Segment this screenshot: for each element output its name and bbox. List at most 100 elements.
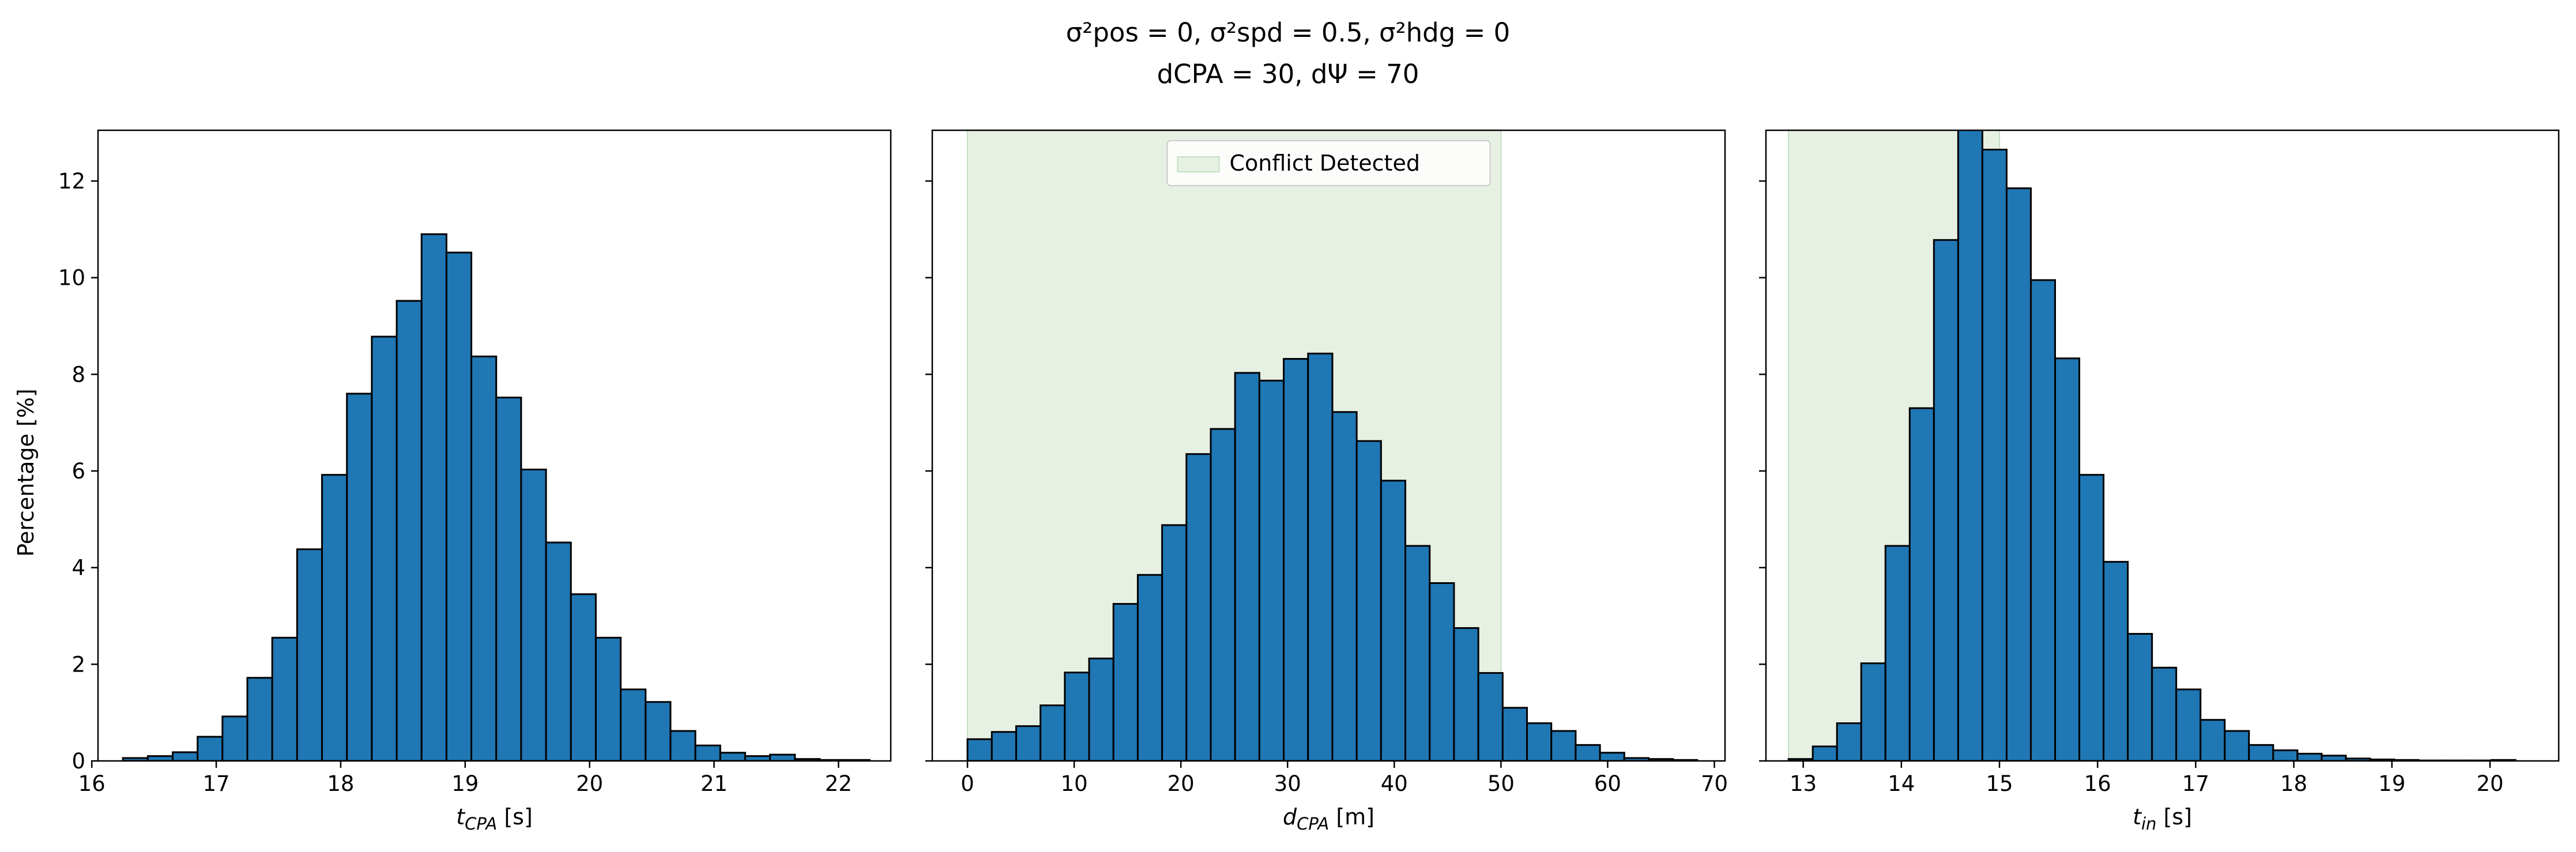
- histogram-bar: [2103, 561, 2129, 761]
- figure-title-line-2: dCPA = 30, dΨ = 70: [1157, 59, 1419, 89]
- x-tick-label: 18: [327, 771, 354, 796]
- histogram-bar: [1957, 130, 1983, 761]
- legend-box: [1166, 140, 1491, 186]
- x-tick-label: 19: [2378, 771, 2405, 796]
- x-tick-label: 50: [1487, 771, 1515, 796]
- y-tick-label: 10: [58, 266, 85, 291]
- y-tick-label: 12: [58, 169, 85, 194]
- histogram-bar: [1161, 524, 1188, 761]
- histogram-bar: [2296, 752, 2323, 761]
- histogram-bar: [1136, 574, 1163, 761]
- x-axis-label: tCPA [s]: [456, 804, 533, 834]
- histogram-bar: [1380, 480, 1407, 761]
- histogram-bar: [694, 744, 721, 761]
- histogram-bar: [1526, 722, 1553, 761]
- histogram-panel-dcpa: 0 10 20 30 40 50 60 70 dCPA [m] Conflict Detected: [925, 129, 1728, 834]
- x-tick-label: 40: [1381, 771, 1408, 796]
- y-tick-label: 6: [71, 459, 85, 484]
- axes-frame: [931, 129, 1726, 762]
- x-tick-label: 20: [576, 771, 603, 796]
- y-tick-label: 0: [71, 749, 85, 774]
- x-tick-label: 14: [1888, 771, 1915, 796]
- legend: Conflict Detected: [1166, 140, 1491, 186]
- histogram-bar: [1331, 411, 1358, 761]
- y-axis-label: Percentage [%]: [13, 389, 39, 557]
- x-tick-label: 22: [825, 771, 852, 796]
- histogram-bar: [420, 233, 447, 761]
- x-tick-label: 16: [2084, 771, 2111, 796]
- histogram-bar: [470, 355, 498, 761]
- histogram-panel-tin: 13 14 15 16 17 18 19 20 tin [s]: [1759, 129, 2560, 834]
- histogram-bar: [645, 701, 672, 761]
- y-tick-label: 4: [71, 556, 85, 580]
- histogram-bar: [221, 715, 248, 761]
- x-axis-label: dCPA [m]: [1283, 804, 1374, 834]
- histogram-bar: [669, 730, 696, 761]
- histogram-bar: [2078, 474, 2105, 761]
- histogram-bar: [2321, 755, 2347, 761]
- plot-area: [1787, 130, 2517, 761]
- histogram-bar: [1550, 730, 1577, 761]
- histogram-bar: [445, 251, 473, 761]
- histogram-bar: [991, 731, 1017, 761]
- histogram-bar: [1185, 453, 1212, 761]
- x-tick-label: 16: [78, 771, 106, 796]
- histogram-bar: [1453, 627, 1479, 761]
- plot-area: [122, 233, 871, 761]
- histogram-bar: [520, 468, 547, 761]
- histogram-bar: [744, 755, 771, 761]
- histogram-bar: [296, 548, 323, 761]
- histogram-bar: [1836, 722, 1862, 761]
- histogram-bar: [396, 300, 423, 761]
- x-axis-label: tin [s]: [2133, 804, 2192, 834]
- histogram-bar: [2175, 688, 2202, 761]
- histogram-bar: [1258, 379, 1285, 761]
- histogram-bar: [1981, 149, 2008, 761]
- histogram-bar: [1234, 372, 1260, 761]
- histogram-bar: [1501, 707, 1528, 761]
- histogram-bar: [1210, 428, 1236, 761]
- legend-swatch: [1177, 156, 1220, 172]
- histogram-bar: [1064, 672, 1090, 761]
- histogram-bar: [271, 636, 298, 761]
- histogram-bar: [2127, 633, 2153, 761]
- histogram-bar: [1015, 725, 1042, 761]
- x-tick-label: 21: [701, 771, 728, 796]
- histogram-bar: [1088, 657, 1114, 761]
- histogram-bar: [2151, 666, 2178, 761]
- x-tick-label: 18: [2280, 771, 2307, 796]
- x-tick-label: 60: [1594, 771, 1621, 796]
- histogram-bar: [1575, 744, 1601, 761]
- histogram-bar: [1860, 662, 1886, 761]
- plot-area: [966, 130, 1698, 761]
- histogram-bar: [146, 755, 174, 761]
- histogram-bar: [1040, 704, 1066, 761]
- histogram-bar: [1908, 407, 1935, 761]
- histogram-bar: [620, 688, 647, 761]
- histogram-bar: [1884, 545, 1911, 761]
- x-tick-label: 17: [2182, 771, 2209, 796]
- x-tick-label: 13: [1790, 771, 1817, 796]
- histogram-bar: [1599, 752, 1625, 761]
- histogram-bar: [2200, 719, 2226, 761]
- histogram-bar: [1933, 239, 1959, 761]
- histogram-bar: [1355, 440, 1382, 761]
- histogram-bar: [1307, 352, 1334, 761]
- figure-title-line-1: σ²pos = 0, σ²spd = 0.5, σ²hdg = 0: [1066, 17, 1510, 48]
- histogram-bar: [495, 397, 522, 761]
- histogram-bar: [2224, 730, 2250, 761]
- histogram-bar: [545, 541, 572, 761]
- histogram-bar: [321, 474, 348, 761]
- axes-frame: [97, 129, 892, 762]
- histogram-bar: [570, 593, 597, 761]
- legend-label: Conflict Detected: [1230, 150, 1420, 176]
- histogram-bar: [2054, 357, 2081, 761]
- histogram-panel-tcpa: 16 17 18 19 20 21 22 0 2 4 6 8 10 12 tCPA [s]: [58, 129, 892, 834]
- histogram-bar: [769, 753, 796, 761]
- x-tick-label: 20: [1168, 771, 1195, 796]
- histogram-bar: [594, 636, 622, 761]
- x-tick-label: 15: [1986, 771, 2013, 796]
- x-tick-label: 10: [1061, 771, 1088, 796]
- histogram-bar: [2029, 279, 2057, 761]
